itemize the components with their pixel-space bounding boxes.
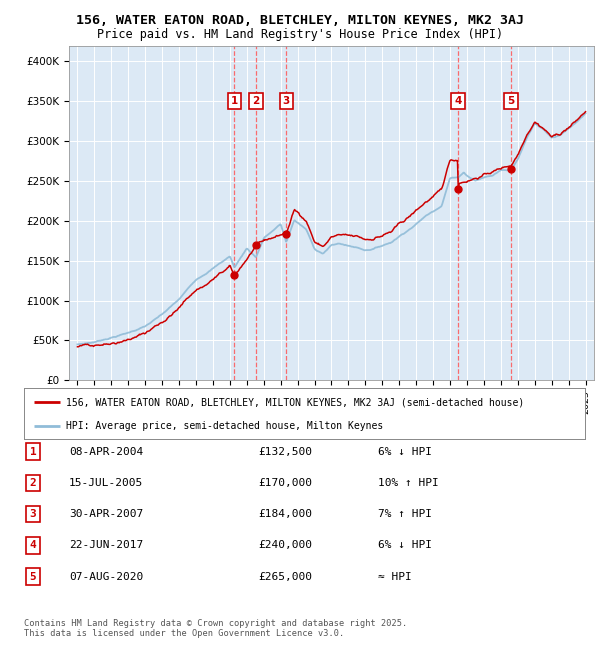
Text: 3: 3 [283, 96, 290, 107]
Text: 5: 5 [508, 96, 515, 107]
Text: £132,500: £132,500 [258, 447, 312, 457]
Text: £170,000: £170,000 [258, 478, 312, 488]
Text: 1: 1 [29, 447, 37, 457]
Text: 15-JUL-2005: 15-JUL-2005 [69, 478, 143, 488]
Text: 3: 3 [29, 509, 37, 519]
Text: 08-APR-2004: 08-APR-2004 [69, 447, 143, 457]
Text: 156, WATER EATON ROAD, BLETCHLEY, MILTON KEYNES, MK2 3AJ: 156, WATER EATON ROAD, BLETCHLEY, MILTON… [76, 14, 524, 27]
Text: 2: 2 [253, 96, 260, 107]
Text: 1: 1 [231, 96, 238, 107]
Text: 5: 5 [29, 571, 37, 582]
Text: 4: 4 [454, 96, 461, 107]
Text: 10% ↑ HPI: 10% ↑ HPI [378, 478, 439, 488]
Text: 30-APR-2007: 30-APR-2007 [69, 509, 143, 519]
Text: 2: 2 [29, 478, 37, 488]
Text: 4: 4 [29, 540, 37, 551]
Text: ≈ HPI: ≈ HPI [378, 571, 412, 582]
Text: £240,000: £240,000 [258, 540, 312, 551]
Text: £265,000: £265,000 [258, 571, 312, 582]
Text: Price paid vs. HM Land Registry's House Price Index (HPI): Price paid vs. HM Land Registry's House … [97, 28, 503, 41]
Text: 07-AUG-2020: 07-AUG-2020 [69, 571, 143, 582]
Text: 6% ↓ HPI: 6% ↓ HPI [378, 447, 432, 457]
Text: 22-JUN-2017: 22-JUN-2017 [69, 540, 143, 551]
Text: HPI: Average price, semi-detached house, Milton Keynes: HPI: Average price, semi-detached house,… [66, 421, 383, 430]
Text: 7% ↑ HPI: 7% ↑ HPI [378, 509, 432, 519]
Text: Contains HM Land Registry data © Crown copyright and database right 2025.
This d: Contains HM Land Registry data © Crown c… [24, 619, 407, 638]
Text: £184,000: £184,000 [258, 509, 312, 519]
Text: 6% ↓ HPI: 6% ↓ HPI [378, 540, 432, 551]
Text: 156, WATER EATON ROAD, BLETCHLEY, MILTON KEYNES, MK2 3AJ (semi-detached house): 156, WATER EATON ROAD, BLETCHLEY, MILTON… [66, 397, 524, 408]
